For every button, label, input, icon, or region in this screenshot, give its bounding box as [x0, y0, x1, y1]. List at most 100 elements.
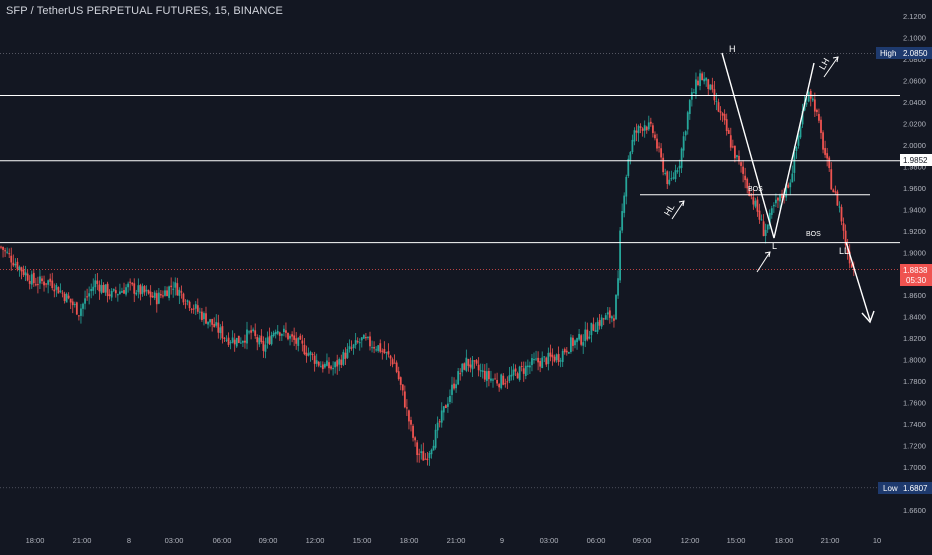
candle-body: [80, 308, 82, 316]
candle-body: [760, 219, 763, 221]
candle-body: [78, 315, 80, 317]
label-ll: LL: [839, 246, 849, 256]
arrow-lh-head: [832, 56, 839, 63]
structure-zigzag: [721, 52, 815, 239]
candle-body: [248, 331, 250, 333]
candle-body: [104, 284, 107, 293]
candle-body: [830, 169, 833, 190]
x-tick-label: 12:00: [306, 536, 325, 545]
candle-body: [656, 138, 658, 149]
candle-body: [707, 79, 710, 89]
candle-body: [137, 285, 140, 293]
candle-body: [547, 352, 550, 364]
candle-body: [328, 362, 330, 369]
low-value: 1.6807: [903, 484, 928, 493]
candle-body: [188, 301, 191, 309]
candle-body: [82, 303, 84, 309]
candle-body: [8, 253, 11, 255]
candle-body: [672, 177, 675, 179]
candle-body: [395, 362, 398, 372]
candle-body: [596, 321, 599, 332]
candle-body: [12, 262, 15, 266]
candle-body: [608, 310, 611, 318]
candle-body: [53, 289, 56, 292]
candle-body: [842, 223, 845, 231]
candle-body: [736, 155, 738, 158]
candle-body: [734, 145, 736, 159]
arrow-l: [756, 251, 771, 273]
candle-body: [387, 351, 390, 355]
candle-body: [209, 319, 211, 323]
candle-body: [576, 338, 578, 343]
candle-body: [643, 125, 646, 131]
candle-body: [654, 134, 656, 139]
candle-body: [223, 337, 226, 339]
x-tick-label: 18:00: [775, 536, 794, 545]
candle-body: [61, 292, 64, 294]
arrow-lh: [823, 56, 839, 78]
candle-body: [662, 157, 665, 173]
candle-body: [123, 290, 125, 294]
candle-body: [194, 304, 197, 309]
candle-body: [235, 337, 238, 347]
candle-body: [172, 288, 175, 290]
candle-body: [813, 99, 816, 112]
candle-body: [615, 294, 617, 320]
candle-body: [256, 337, 259, 343]
candle-body: [440, 410, 443, 423]
candle-body: [10, 255, 13, 263]
candle-body: [301, 340, 304, 344]
candle-body: [41, 278, 43, 282]
time-axis[interactable]: 18:00 21:00 8 03:00 06:00 09:00 12:00 15:00 18:0…: [26, 536, 882, 545]
candle-body: [334, 362, 337, 368]
candle-body: [584, 329, 587, 342]
candle-body: [740, 162, 742, 166]
candle-body: [481, 370, 484, 372]
candle-body: [49, 278, 52, 282]
candle-body: [153, 292, 156, 298]
candle-body: [723, 114, 726, 121]
candle-body: [699, 73, 701, 86]
low-label: Low: [883, 484, 898, 493]
candle-body: [647, 122, 650, 130]
annotations-layer: H LH HL L LL BOS BOS: [662, 44, 875, 324]
y-tick-label: 2.1000: [903, 33, 926, 42]
candle-body: [371, 347, 373, 349]
candle-body: [399, 377, 402, 385]
candle-body: [816, 109, 818, 113]
candle-body: [410, 420, 412, 425]
candle-body: [86, 296, 88, 298]
candle-body: [414, 437, 416, 441]
candle-body: [18, 266, 21, 271]
candle-body: [506, 381, 509, 383]
candle-body: [149, 291, 152, 298]
candle-body: [145, 289, 148, 292]
candle-body: [47, 280, 50, 285]
candle-body: [182, 293, 185, 303]
candle-body: [447, 403, 449, 407]
candle-body: [824, 148, 826, 155]
y-tick-label: 1.8600: [903, 291, 926, 300]
candle-body: [416, 442, 419, 456]
candle-body: [557, 353, 560, 363]
candle-body: [529, 365, 531, 368]
candle-body: [705, 77, 708, 81]
candle-body: [748, 188, 751, 196]
candle-body: [721, 113, 724, 116]
candle-body: [309, 351, 312, 355]
candle-body: [844, 230, 847, 246]
y-tick-label: 1.9600: [903, 184, 926, 193]
candle-body: [535, 358, 537, 360]
candle-body: [514, 368, 517, 372]
candle-body: [350, 347, 353, 349]
candle-body: [469, 364, 472, 368]
x-tick-label: 03:00: [540, 536, 559, 545]
candle-body: [678, 165, 681, 169]
candle-body: [846, 246, 849, 254]
high-label-bg: [876, 47, 900, 59]
candle-body: [422, 451, 425, 461]
candle-body: [682, 136, 685, 151]
price-axis[interactable]: 2.1200 2.1000 2.0800 2.0600 2.0400 2.0200 2.00…: [903, 12, 926, 515]
